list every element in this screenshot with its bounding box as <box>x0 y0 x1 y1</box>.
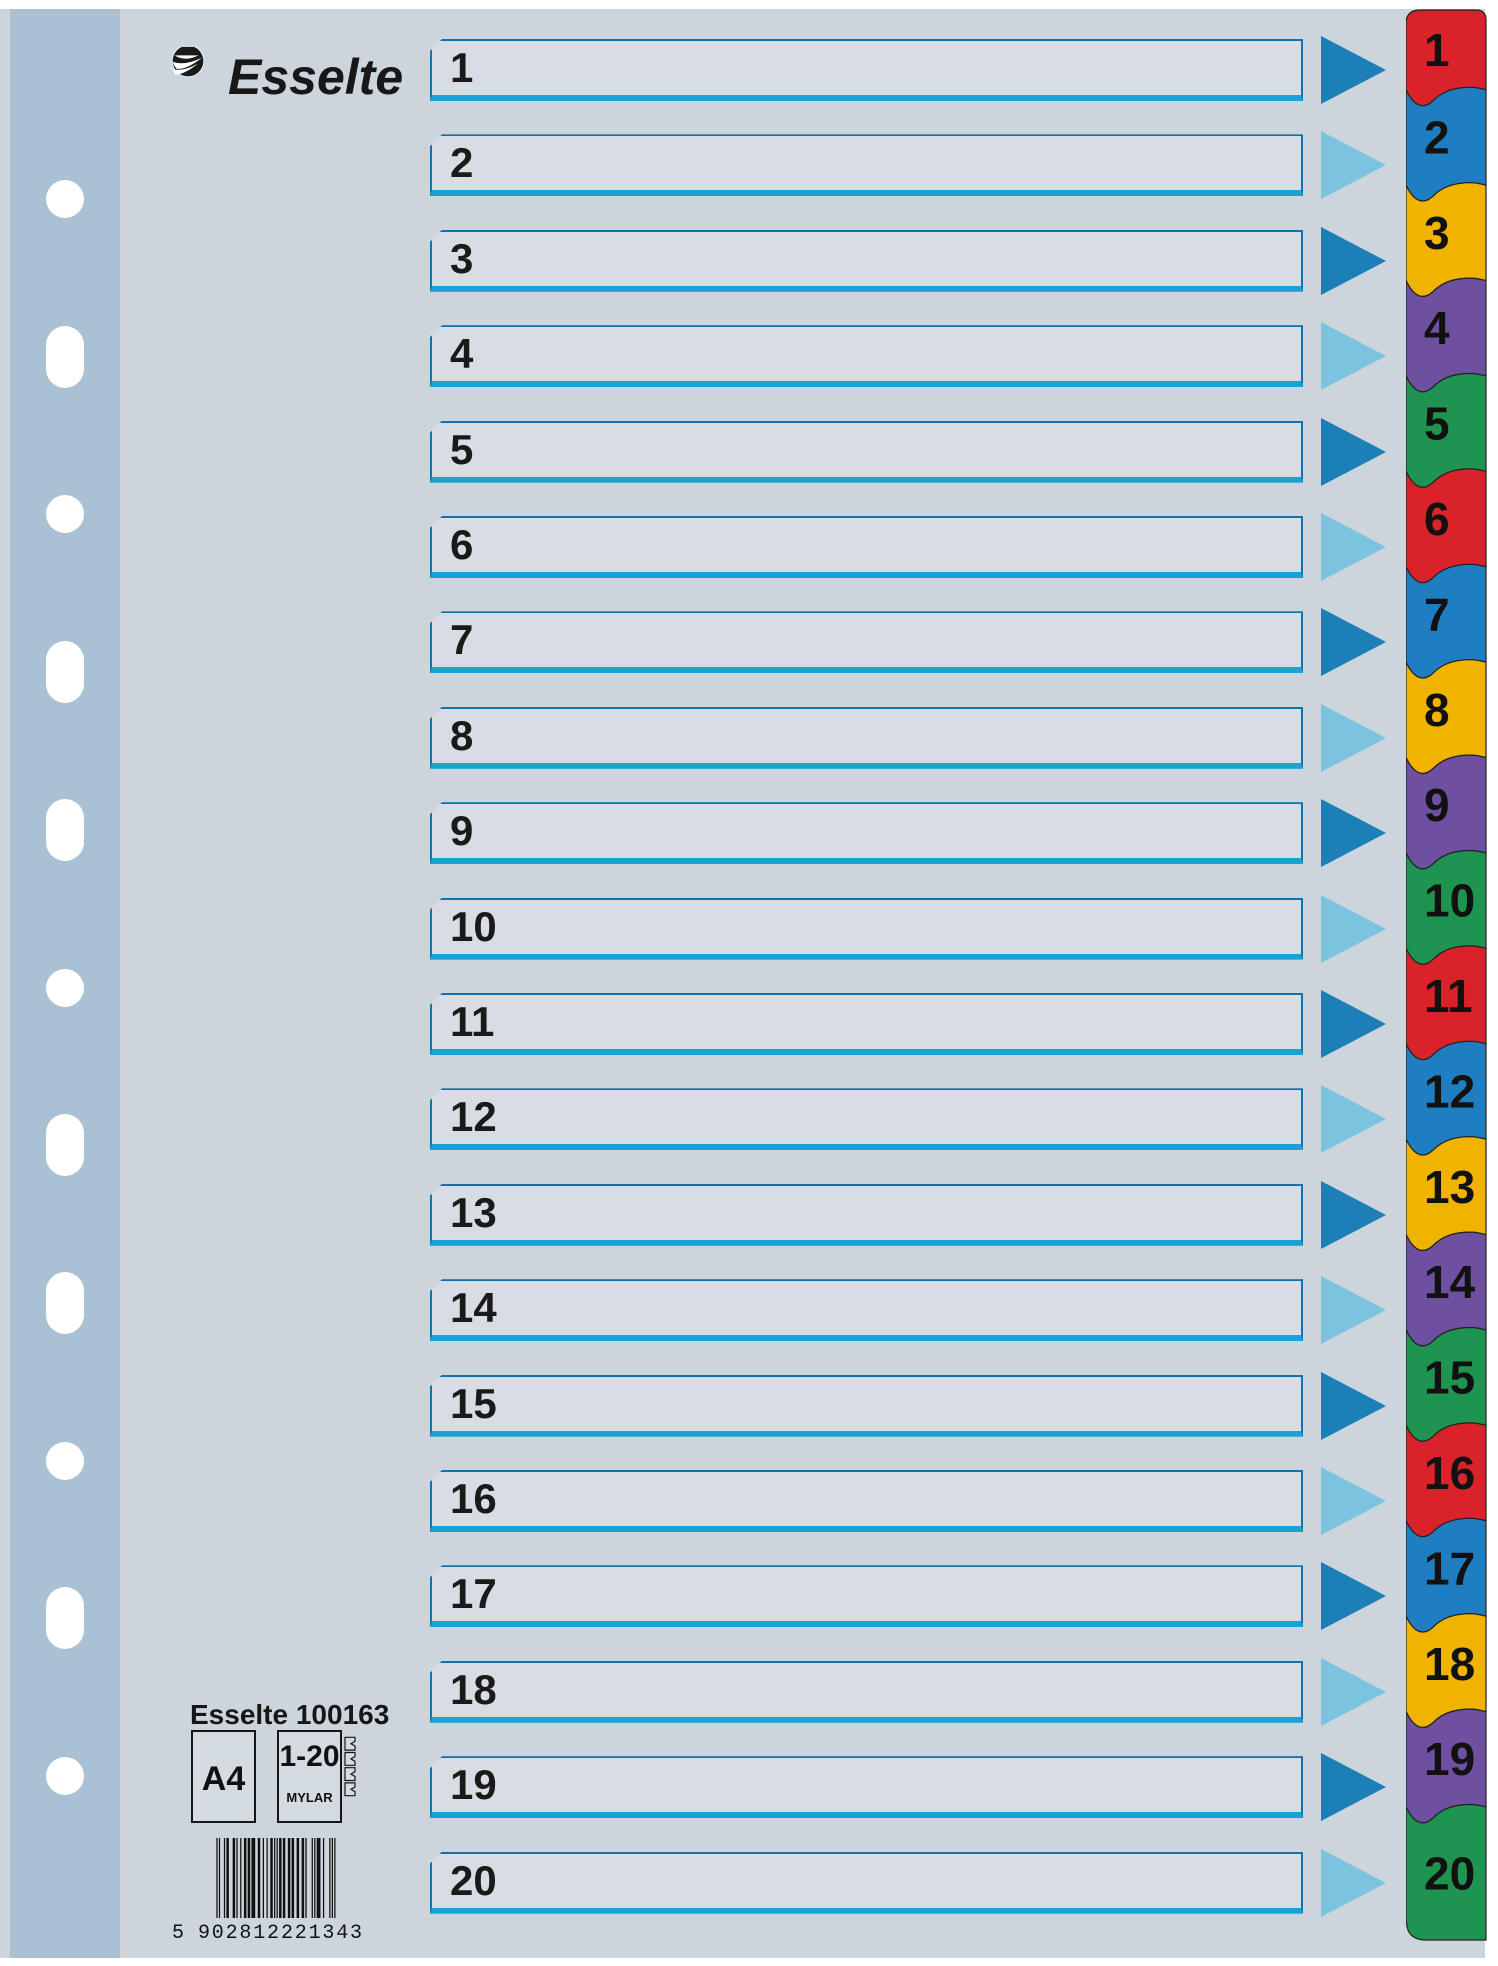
svg-text:8: 8 <box>1424 684 1450 736</box>
svg-text:3: 3 <box>1424 207 1450 259</box>
svg-text:19: 19 <box>1424 1733 1475 1785</box>
svg-text:12: 12 <box>1424 1065 1475 1117</box>
svg-text:10: 10 <box>1424 875 1475 927</box>
svg-text:Esselte: Esselte <box>228 49 403 105</box>
svg-text:4: 4 <box>1424 302 1450 354</box>
svg-text:14: 14 <box>1424 1256 1476 1308</box>
svg-text:1: 1 <box>1424 24 1450 76</box>
svg-text:17: 17 <box>1424 1542 1475 1594</box>
svg-text:18: 18 <box>1424 1638 1475 1690</box>
svg-text:13: 13 <box>1424 1161 1475 1213</box>
svg-text:15: 15 <box>1424 1352 1475 1404</box>
svg-text:16: 16 <box>1424 1447 1475 1499</box>
svg-text:11: 11 <box>1424 970 1473 1022</box>
svg-text:5: 5 <box>1424 398 1450 450</box>
svg-text:7: 7 <box>1424 588 1450 640</box>
svg-text:2: 2 <box>1424 111 1450 163</box>
svg-text:6: 6 <box>1424 493 1450 545</box>
svg-text:20: 20 <box>1424 1848 1475 1900</box>
svg-text:9: 9 <box>1424 779 1450 831</box>
